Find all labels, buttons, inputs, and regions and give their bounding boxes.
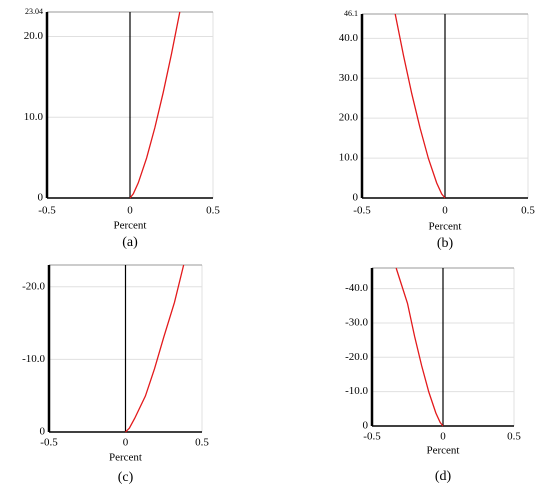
y-tick-label: 40.0 — [339, 32, 359, 44]
data-line — [125, 264, 185, 433]
panel-caption: (d) — [435, 469, 452, 484]
panel-caption: (a) — [122, 235, 138, 250]
x-tick-label: 0.5 — [507, 431, 521, 443]
x-tick-label: -0.5 — [353, 205, 371, 217]
data-line — [129, 11, 181, 199]
y-tick-label: -20.0 — [22, 280, 45, 292]
x-tick-label: 0.5 — [195, 437, 209, 449]
x-tick-label: 0 — [440, 431, 446, 443]
x-tick-label: 0 — [442, 205, 448, 217]
y-tick-label: 0 — [363, 420, 369, 432]
data-line — [395, 267, 444, 427]
y-tick-label: 0 — [353, 192, 359, 204]
x-tick-label: 0 — [127, 205, 133, 217]
y-tick-label: 30.0 — [339, 72, 359, 84]
y-tick-label: 46.1 — [344, 9, 358, 18]
y-tick-label: -10.0 — [22, 353, 45, 365]
panel-caption: (b) — [437, 236, 454, 251]
y-tick-label: 0 — [40, 426, 46, 438]
x-axis-title: Percent — [429, 221, 462, 233]
y-tick-label: 23.04 — [25, 7, 43, 16]
x-axis-title: Percent — [114, 220, 147, 232]
panel-caption: (c) — [118, 470, 134, 485]
x-tick-label: 0 — [123, 437, 129, 449]
x-tick-label: -0.5 — [363, 431, 381, 443]
y-tick-label: -20.0 — [345, 351, 368, 363]
y-tick-label: 10.0 — [339, 152, 359, 164]
y-tick-label: 20.0 — [24, 30, 44, 42]
y-tick-label: 0 — [38, 192, 44, 204]
data-line — [394, 13, 446, 199]
y-tick-label: -30.0 — [345, 316, 368, 328]
x-axis-title: Percent — [109, 452, 142, 464]
x-tick-label: -0.5 — [40, 437, 58, 449]
x-axis-title: Percent — [427, 445, 460, 457]
y-tick-label: -10.0 — [345, 385, 368, 397]
y-tick-label: 10.0 — [24, 111, 44, 123]
x-tick-label: 0.5 — [206, 205, 220, 217]
y-tick-label: 20.0 — [339, 112, 359, 124]
x-tick-label: 0.5 — [521, 205, 535, 217]
x-tick-label: -0.5 — [38, 205, 56, 217]
y-tick-label: -40.0 — [345, 282, 368, 294]
